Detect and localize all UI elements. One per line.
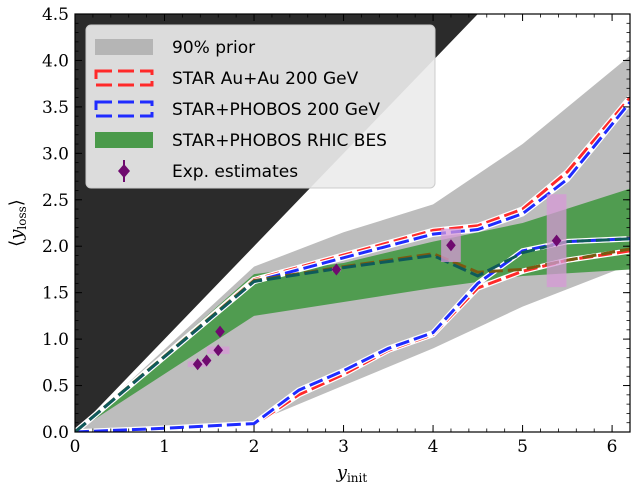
x-tick-label-6: 6 (607, 437, 618, 457)
y-tick-label-6: 3.0 (42, 144, 69, 164)
legend-label-0: 90% prior (172, 38, 255, 58)
x-tick-label-3: 3 (338, 437, 349, 457)
x-tick-label-4: 4 (428, 437, 439, 457)
x-tick-label-2: 2 (249, 437, 260, 457)
y-tick-label-0: 0.0 (42, 423, 69, 443)
x-tick-label-1: 1 (159, 437, 170, 457)
x-tick-label-0: 0 (70, 437, 81, 457)
y-tick-label-1: 0.5 (42, 377, 69, 397)
y-tick-label-8: 4.0 (42, 51, 69, 71)
legend: 90% prior STAR Au+Au 200 GeV STAR+PHOBOS 2… (85, 24, 436, 189)
legend-label-1: STAR Au+Au 200 GeV (172, 69, 359, 89)
legend-swatch-1 (94, 69, 154, 87)
exp-marker-1 (201, 354, 212, 367)
x-axis-label: yinit (336, 462, 368, 485)
axis-ticks: 0 1 2 3 4 5 6 0.0 0.5 1.0 1.5 2.0 2.5 3.0 3.5 4.0 4.5 (42, 5, 631, 457)
exp-marker-3 (215, 325, 225, 338)
legend-swatch-0 (95, 39, 153, 55)
exp-marker-2 (213, 344, 224, 357)
y-tick-label-5: 2.5 (42, 191, 69, 211)
exp-marker-6 (551, 234, 562, 247)
legend-swatch-4 (118, 164, 130, 178)
y-tick-label-9: 4.5 (42, 5, 69, 25)
legend-swatch-3 (95, 132, 153, 148)
plot-frame (74, 13, 631, 433)
exp-marker-5 (446, 239, 456, 252)
legend-label-3: STAR+PHOBOS RHIC BES (172, 131, 387, 151)
exp-marker-4 (331, 263, 342, 276)
y-tick-label-4: 2.0 (42, 237, 69, 257)
y-axis-label: ⟨yloss⟩ (6, 199, 29, 247)
y-tick-label-3: 1.5 (42, 284, 69, 304)
legend-swatch-2 (94, 100, 154, 118)
x-tick-label-5: 5 (517, 437, 528, 457)
y-tick-label-7: 3.5 (42, 98, 69, 118)
legend-box (85, 24, 436, 189)
legend-label-2: STAR+PHOBOS 200 GeV (172, 100, 380, 120)
exp-marker-0 (192, 358, 203, 371)
posterior-curve-1-1 (75, 237, 630, 432)
legend-label-4: Exp. estimates (172, 162, 298, 182)
y-tick-label-2: 1.0 (42, 330, 69, 350)
bes-band (75, 188, 630, 432)
